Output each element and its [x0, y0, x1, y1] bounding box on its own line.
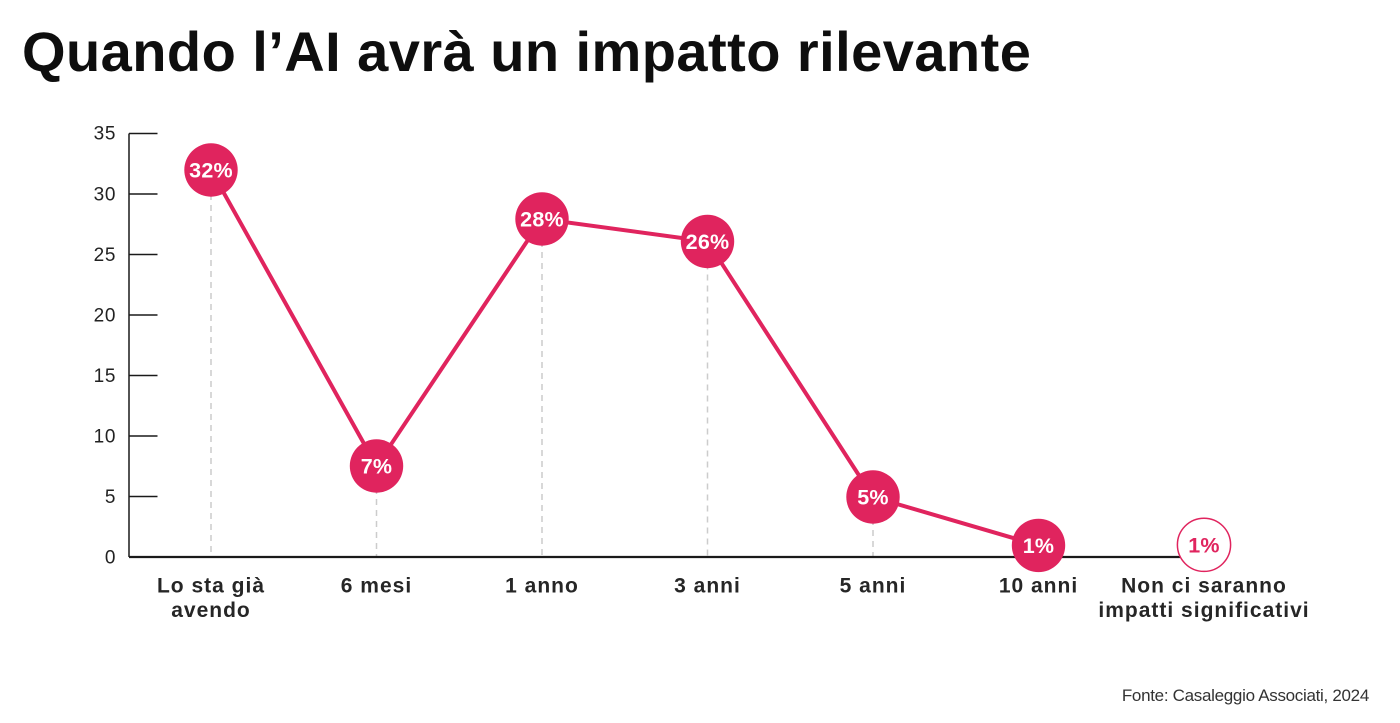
svg-text:Fonte: Casaleggio Associati, 2: Fonte: Casaleggio Associati, 2024 — [1122, 686, 1369, 705]
svg-text:5: 5 — [105, 487, 116, 508]
svg-text:10: 10 — [94, 427, 116, 448]
svg-text:30: 30 — [94, 185, 116, 206]
svg-text:Non ci saranno: Non ci saranno — [1121, 575, 1287, 598]
svg-text:15: 15 — [94, 366, 116, 387]
svg-text:10 anni: 10 anni — [999, 575, 1078, 598]
svg-text:35: 35 — [94, 124, 116, 145]
svg-text:avendo: avendo — [171, 599, 251, 622]
svg-text:Lo sta già: Lo sta già — [157, 575, 265, 598]
svg-text:0: 0 — [105, 548, 116, 569]
svg-text:1%: 1% — [1188, 533, 1219, 557]
svg-text:32%: 32% — [189, 159, 233, 183]
svg-text:1 anno: 1 anno — [505, 575, 579, 598]
svg-text:1%: 1% — [1023, 534, 1054, 558]
svg-text:5 anni: 5 anni — [840, 575, 907, 598]
svg-text:impatti significativi: impatti significativi — [1098, 599, 1309, 622]
svg-text:7%: 7% — [361, 455, 392, 479]
svg-text:6 mesi: 6 mesi — [341, 575, 412, 598]
svg-text:20: 20 — [94, 306, 116, 327]
svg-text:28%: 28% — [520, 208, 564, 232]
svg-text:5%: 5% — [857, 486, 888, 510]
svg-text:3 anni: 3 anni — [674, 575, 741, 598]
svg-text:25: 25 — [94, 245, 116, 266]
svg-text:26%: 26% — [686, 230, 730, 254]
